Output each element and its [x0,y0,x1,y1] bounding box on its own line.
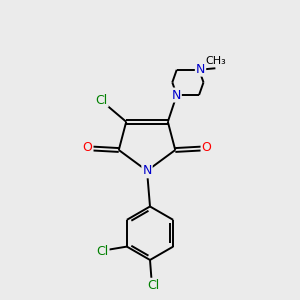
Text: Cl: Cl [96,244,109,258]
Text: N: N [142,164,152,177]
Text: N: N [172,88,181,101]
Text: CH₃: CH₃ [206,56,226,66]
Text: Cl: Cl [147,279,159,292]
Text: O: O [82,140,92,154]
Text: Cl: Cl [95,94,108,106]
Text: O: O [202,140,212,154]
Text: N: N [196,63,205,76]
